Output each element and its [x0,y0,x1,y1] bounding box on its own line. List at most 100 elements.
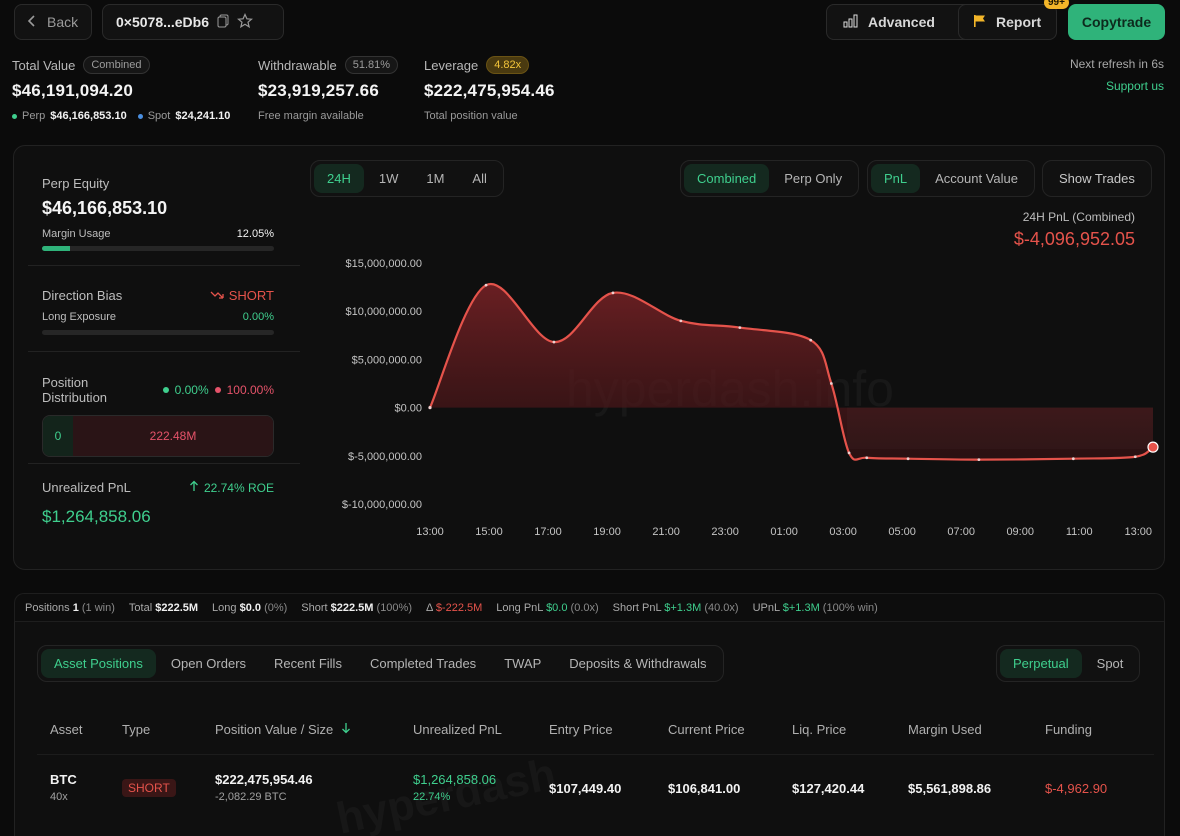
report-label: Report [996,14,1042,30]
upnl-value: $1,264,858.06 [42,507,151,526]
y-tick-label: $-10,000,000.00 [342,499,422,511]
margin-usage-label: Margin Usage [42,228,111,240]
copy-icon[interactable] [217,14,229,31]
total-value-stat: Total Value Combined $46,191,094.20 Perp … [12,56,230,122]
summary-delta: $-222.5M [435,601,483,614]
pnl-point [428,406,432,410]
summary-short-pnl-label: Short PnL [612,601,662,614]
summary-upnl-label: UPnL [752,601,780,614]
summary-long: $0.0 [239,601,261,614]
refresh-text: Next refresh in 6s [1069,57,1164,71]
pnl-point [809,338,813,342]
row-upnl-pct: 22.74% [413,791,451,803]
col-funding[interactable]: Funding [1045,722,1092,737]
perp-equity-label: Perp Equity [42,176,110,191]
pos-dist-long: 0.00% [174,383,209,397]
market-tab-spot[interactable]: Spot [1096,656,1124,671]
col-type[interactable]: Type [122,722,151,737]
y-tick-label: $10,000,000.00 [346,306,422,318]
tab-recent-fills[interactable]: Recent Fills [274,656,342,671]
row-leverage: 40x [50,791,68,803]
perp-value: $46,166,853.10 [50,110,127,122]
metric-account-value[interactable]: Account Value [935,171,1019,186]
back-button[interactable]: Back [14,4,92,40]
pnl-chart[interactable]: hyperdash.info$15,000,000.00$10,000,000.… [310,246,1170,546]
col-unrealized-pnl[interactable]: Unrealized PnL [413,722,502,737]
withdrawable-pill: 51.81% [344,56,399,74]
x-tick-label: 03:00 [829,526,857,538]
withdrawable-value: $23,919,257.66 [258,81,379,100]
col-liq-price[interactable]: Liq. Price [792,722,847,737]
distribution-long: 0 [43,416,73,456]
summary-upnl-win: (100% win) [822,601,878,614]
wallet-address: 0×5078...eDb6 [116,14,210,30]
tab-completed-trades[interactable]: Completed Trades [369,656,477,671]
refresh-box: Next refresh in 6s Support us [1070,57,1164,93]
col-entry-price[interactable]: Entry Price [549,722,613,737]
row-value: $222,475,954.46 [215,772,313,787]
range-1w[interactable]: 1W [378,171,399,186]
row-asset: BTC [50,772,77,787]
mode-perp-only[interactable]: Perp Only [784,171,843,186]
positions-panel: Asset Positions Open Orders Recent Fills Co… [14,621,1165,836]
divider [28,265,300,266]
mode-selector: Combined Perp Only [680,160,860,197]
copytrade-button[interactable]: Copytrade [1068,4,1165,40]
summary-long-label: Long [212,601,237,614]
leverage-sub: Total position value [424,110,518,122]
upnl-roe: 22.74% ROE [203,480,274,495]
back-label: Back [47,14,79,30]
divider [28,463,300,464]
advanced-button[interactable]: Advanced [826,4,975,40]
chart-panel: Perp Equity $46,166,853.10 Margin Usage … [13,145,1165,570]
col-position-value[interactable]: Position Value / Size [215,722,351,737]
short-tag: SHORT [122,779,176,797]
col-margin-used[interactable]: Margin Used [908,722,982,737]
col-asset[interactable]: Asset [50,722,83,737]
pnl-point [847,451,851,455]
range-24h[interactable]: 24H [314,164,364,193]
positions-summary: Positions 1 (1 win) Total $222.5M Long $… [14,593,1165,621]
pnl-point [611,291,615,295]
positions-tabs: Asset Positions Open Orders Recent Fills Co… [37,645,724,682]
margin-usage-bar [42,246,274,251]
support-link[interactable]: Support us [1105,79,1164,93]
summary-short-pnl: $+1.3M [664,601,702,614]
long-exposure-value: 0.00% [242,311,274,323]
show-trades-button[interactable]: Show Trades [1042,160,1152,197]
row-liq: $127,420.44 [792,781,865,796]
perp-equity-value: $46,166,853.10 [42,198,168,218]
divider [28,351,300,352]
tab-deposits-withdrawals[interactable]: Deposits & Withdrawals [569,656,707,671]
summary-long-pnl: $0.0 [546,601,568,614]
col-current-price[interactable]: Current Price [668,722,745,737]
star-icon[interactable] [237,12,253,32]
x-tick-label: 19:00 [593,526,621,538]
withdrawable-stat: Withdrawable 51.81% $23,919,257.66 Free m… [258,56,399,122]
tab-asset-positions[interactable]: Asset Positions [41,649,156,678]
x-tick-label: 01:00 [770,526,798,538]
metric-pnl[interactable]: PnL [871,164,921,193]
tab-twap[interactable]: TWAP [504,656,542,671]
tab-open-orders[interactable]: Open Orders [170,656,247,671]
y-tick-label: $15,000,000.00 [346,258,422,270]
leverage-value: $222,475,954.46 [424,81,555,100]
range-all[interactable]: All [472,171,487,186]
pnl-point [738,326,742,329]
summary-delta-label: Δ [426,601,433,614]
unrealized-pnl-block: Unrealized PnL 22.74% ROE $1,264,858.06 [42,480,274,527]
summary-total-label: Total [128,601,153,614]
market-tab-perpetual[interactable]: Perpetual [1000,649,1082,678]
mode-combined[interactable]: Combined [684,164,770,193]
report-button[interactable]: Report [958,4,1057,40]
combined-pill: Combined [83,56,150,74]
pnl-point [865,456,869,460]
pos-dist-label: Position Distribution [42,375,108,405]
long-exposure-label: Long Exposure [42,311,116,323]
metric-selector: PnL Account Value [867,160,1036,197]
range-1m[interactable]: 1M [426,171,445,186]
pnl-point [1071,457,1075,461]
summary-positions-label: Positions [25,601,70,614]
withdrawable-sub: Free margin available [258,110,364,122]
range-selector: 24H 1W 1M All [310,160,504,197]
